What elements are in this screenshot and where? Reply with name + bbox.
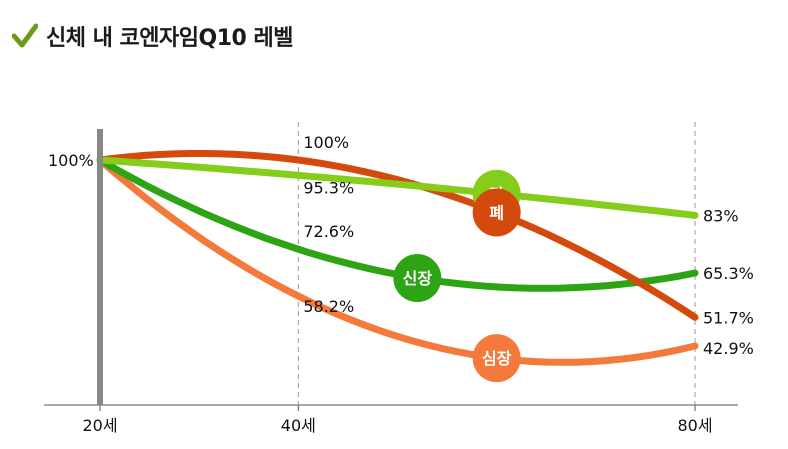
- series-bubble-label-신장: 신장: [403, 269, 433, 288]
- end-value-label-간: 83%: [703, 206, 739, 225]
- checkmark-icon: [12, 23, 38, 48]
- chart-title: 신체 내 코엔자임Q10 레벨: [46, 26, 293, 51]
- series-line-심장: [96, 156, 699, 366]
- end-value-label-폐: 51.7%: [703, 308, 754, 327]
- mid-value-label-심장: 58.2%: [303, 297, 354, 316]
- y-axis-bar: [97, 129, 103, 405]
- start-value-label: 100%: [48, 151, 94, 170]
- end-value-label-신장: 65.3%: [703, 264, 754, 283]
- mid-value-label-폐: 100%: [303, 133, 349, 152]
- series-bubble-심장: [472, 334, 521, 383]
- title-row: 신체 내 코엔자임Q10 레벨: [12, 16, 293, 56]
- series-line-폐: [96, 150, 699, 321]
- series-bubble-label-폐: 폐: [489, 203, 504, 222]
- series-bubble-label-심장: 심장: [482, 349, 512, 368]
- series-bubble-폐: [472, 188, 521, 237]
- mid-value-label-간: 95.3%: [303, 178, 354, 197]
- end-value-label-심장: 42.9%: [703, 339, 754, 358]
- series-bubble-신장: [393, 254, 442, 303]
- x-tick-label: 20세: [82, 416, 117, 435]
- x-tick-label: 80세: [677, 416, 712, 435]
- mid-value-label-신장: 72.6%: [303, 222, 354, 241]
- x-tick-label: 40세: [281, 416, 316, 435]
- series-line-간: [96, 156, 699, 219]
